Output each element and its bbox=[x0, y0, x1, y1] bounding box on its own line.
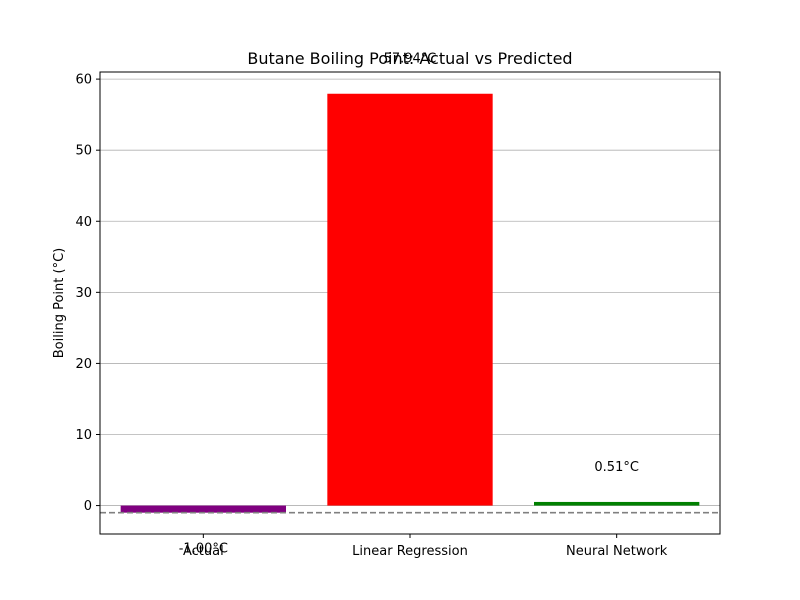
y-tick-label: 60 bbox=[75, 73, 92, 88]
data-label: -1.00°C bbox=[179, 542, 228, 557]
bar-actual bbox=[120, 505, 287, 513]
data-label: 0.51°C bbox=[594, 460, 639, 475]
bar-neural-network bbox=[534, 501, 700, 506]
x-axis-ticks: Actual Linear Regression Neural Network bbox=[183, 534, 668, 559]
y-tick-label: 30 bbox=[75, 286, 92, 301]
y-axis-ticks: 0 10 20 30 40 50 60 bbox=[75, 73, 100, 514]
data-label: 57.94°C bbox=[384, 52, 437, 67]
x-tick-label: Linear Regression bbox=[352, 544, 468, 559]
y-tick-label: 0 bbox=[84, 499, 92, 514]
y-tick-label: 50 bbox=[75, 144, 92, 159]
y-tick-label: 20 bbox=[75, 357, 92, 372]
x-tick-label: Neural Network bbox=[566, 544, 668, 559]
y-tick-label: 40 bbox=[75, 215, 92, 230]
y-axis-label: Boiling Point (°C) bbox=[52, 248, 67, 358]
bar-linear-regression bbox=[327, 93, 493, 506]
data-labels: -1.00°C 57.94°C 0.51°C bbox=[179, 52, 639, 557]
chart-title: Butane Boiling Point: Actual vs Predicte… bbox=[247, 49, 572, 68]
y-tick-label: 10 bbox=[75, 428, 92, 443]
bars bbox=[120, 93, 700, 513]
x-tick-label: Actual bbox=[183, 544, 224, 559]
